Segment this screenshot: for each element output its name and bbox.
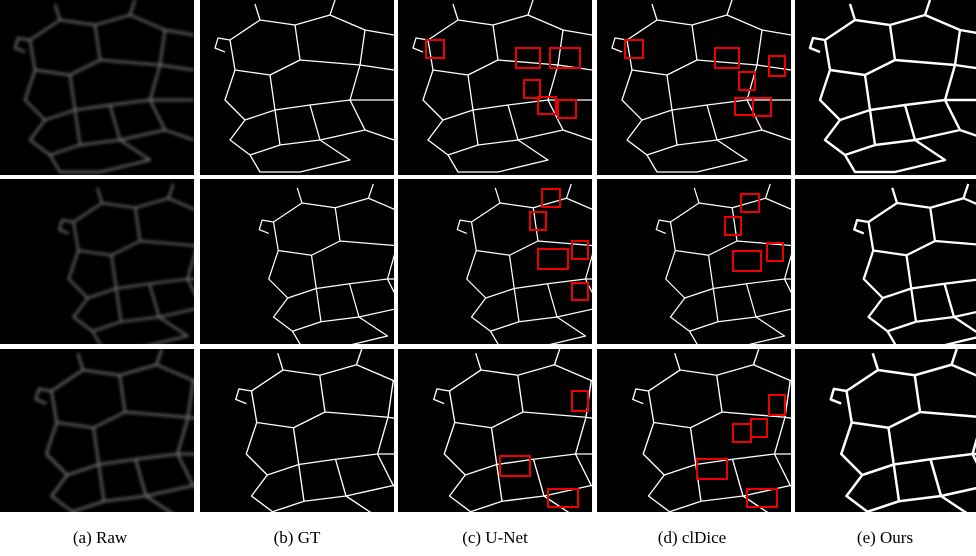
panel-background	[0, 179, 194, 344]
image-panel	[200, 0, 394, 175]
panel-background	[398, 179, 592, 344]
panel-background	[200, 349, 394, 512]
image-panel	[795, 0, 976, 175]
panel-grid	[0, 0, 976, 530]
image-panel	[398, 179, 627, 347]
image-panel	[795, 349, 976, 530]
image-panel	[398, 0, 592, 175]
panel-background	[795, 349, 976, 512]
panel-background	[398, 349, 592, 512]
panel-background	[200, 179, 394, 344]
panel-background	[795, 179, 976, 344]
page: {"figure": {"captions": ["(a) Raw", "(b)…	[0, 0, 976, 556]
image-panel	[597, 349, 821, 530]
caption: (b) GT	[274, 528, 321, 547]
image-panel	[0, 179, 229, 347]
image-panel	[0, 0, 194, 175]
panel-background	[597, 349, 791, 512]
caption: (d) clDice	[658, 528, 726, 547]
image-panel	[597, 179, 826, 347]
image-panel	[795, 179, 976, 347]
caption: (a) Raw	[73, 528, 128, 547]
image-panel	[398, 349, 622, 530]
panel-background	[0, 349, 194, 512]
image-panel	[200, 179, 429, 347]
image-panel	[597, 0, 791, 175]
caption: (c) U-Net	[462, 528, 528, 547]
image-panel	[200, 349, 424, 530]
caption: (e) Ours	[857, 528, 913, 547]
image-panel	[0, 349, 224, 530]
figure: (a) Raw (b) GT (c) U-Net (d) clDice (e) …	[0, 0, 976, 556]
